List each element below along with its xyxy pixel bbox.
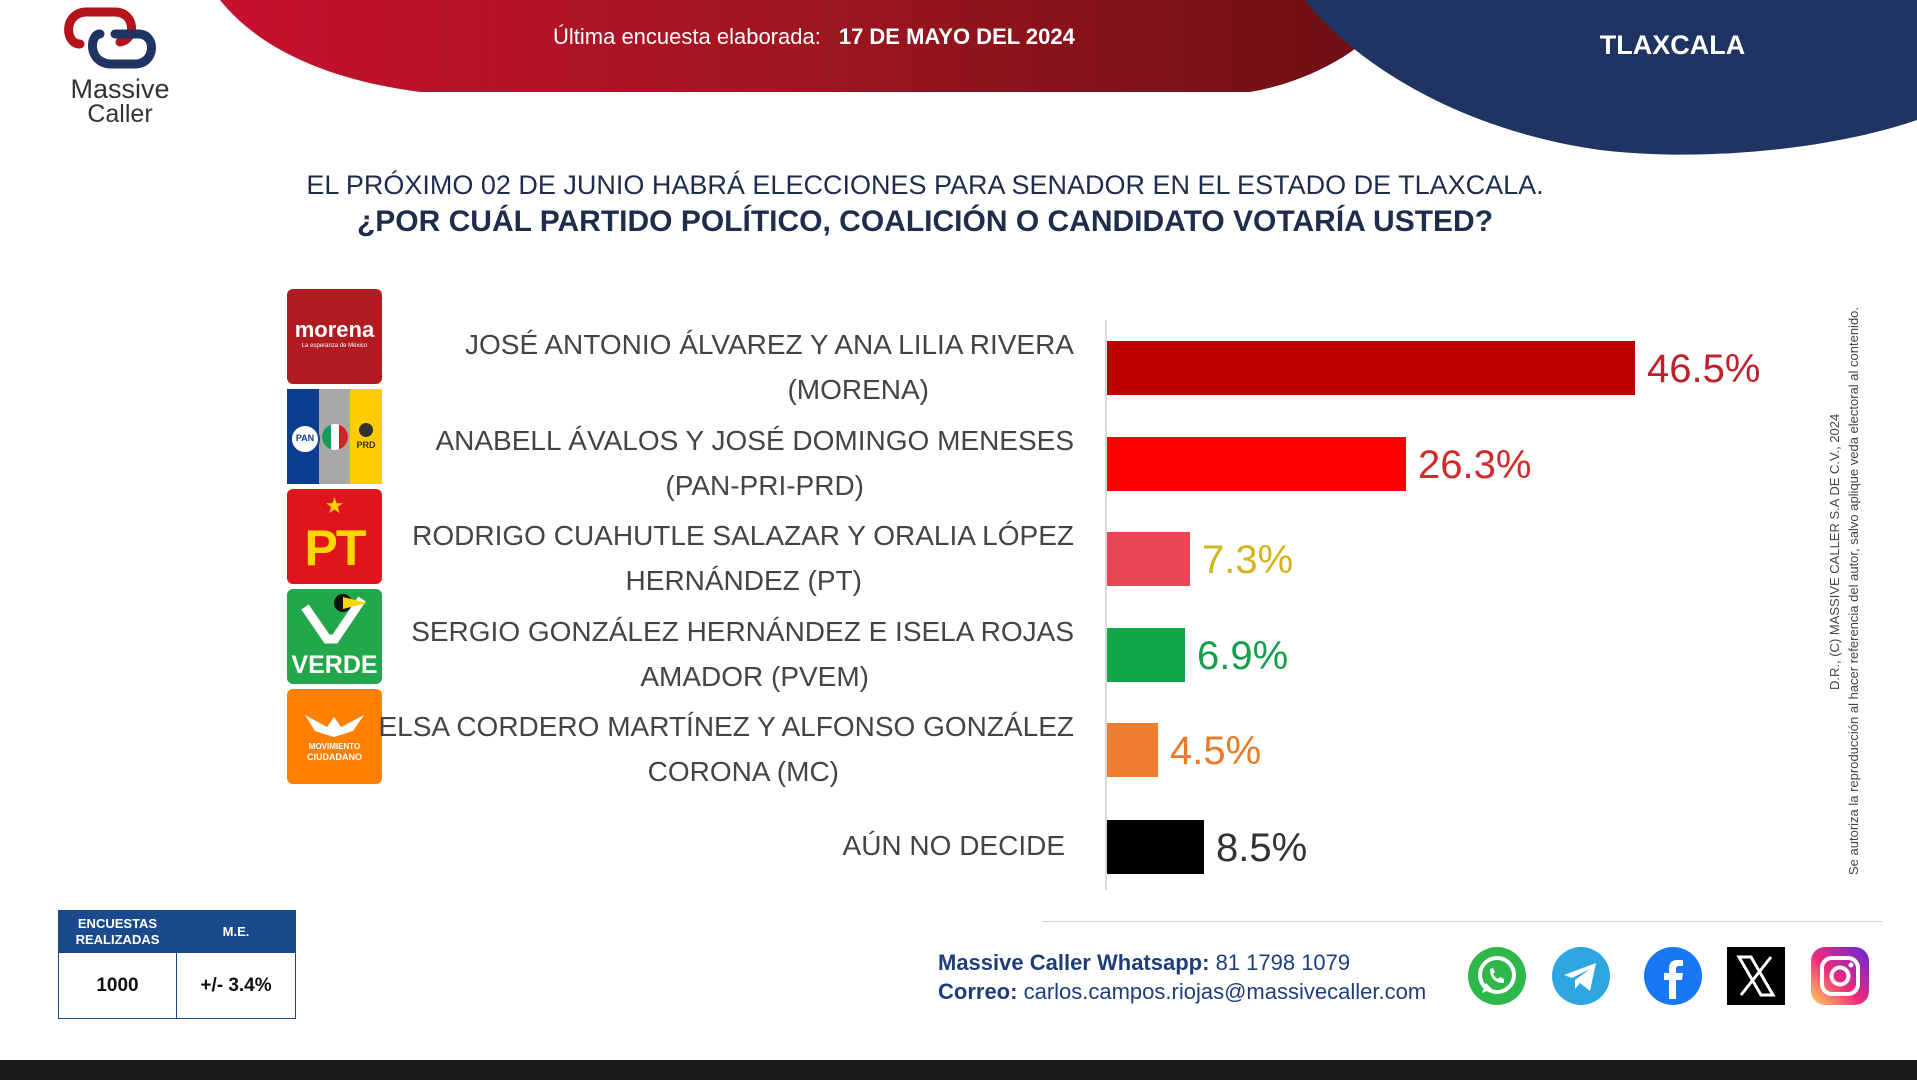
category-label: RODRIGO CUAHUTLE SALAZAR Y ORALIA LÓPEZ … bbox=[412, 520, 1074, 596]
value-label: 4.5% bbox=[1170, 729, 1261, 773]
survey-date: Última encuesta elaborada: 17 DE MAYO DEL… bbox=[553, 24, 1075, 50]
question-title: ¿POR CUÁL PARTIDO POLÍTICO, COALICIÓN O … bbox=[356, 205, 1494, 238]
email-label: Correo: bbox=[938, 979, 1018, 1004]
bar bbox=[1107, 723, 1158, 777]
whatsapp-label: Massive Caller Whatsapp: bbox=[938, 950, 1210, 975]
divider bbox=[1042, 921, 1882, 922]
chart-axis bbox=[1105, 320, 1107, 890]
legal-line2: Se autoriza la reproducción al hacer ref… bbox=[1846, 307, 1861, 875]
value-label: 46.5% bbox=[1647, 347, 1760, 391]
stats-table: ENCUESTAS REALIZADAS M.E. 1000 +/- 3.4% bbox=[58, 910, 296, 1019]
bar bbox=[1107, 628, 1185, 682]
value-label: 7.3% bbox=[1202, 538, 1293, 582]
instagram-icon[interactable] bbox=[1809, 945, 1871, 1007]
bar bbox=[1107, 820, 1204, 874]
margin-error-value: +/- 3.4% bbox=[200, 974, 272, 996]
pvem-logo-text: VERDE bbox=[291, 651, 378, 679]
morena-logo: morena La esperanza de México bbox=[287, 289, 382, 384]
table-divider bbox=[176, 911, 177, 1018]
mc-logo: MOVIMIENTO CIUDADANO bbox=[287, 689, 382, 784]
massive-caller-logo: Massive Caller bbox=[55, 4, 185, 130]
telegram-icon[interactable] bbox=[1550, 945, 1612, 1007]
pan-pri-prd-logo: PAN PRD bbox=[287, 389, 382, 484]
morena-logo-subtext: La esperanza de México bbox=[301, 343, 368, 349]
whatsapp-number[interactable]: 81 1798 1079 bbox=[1215, 950, 1351, 975]
pan-emblem: PAN bbox=[290, 424, 320, 454]
mc-logo-text-1: MOVIMIENTO bbox=[308, 742, 361, 751]
header-banner bbox=[220, 0, 1917, 155]
brand-name-line2: Caller bbox=[87, 100, 153, 128]
category-label: AÚN NO DECIDE bbox=[842, 830, 1065, 861]
value-label: 6.9% bbox=[1197, 634, 1288, 678]
pri-emblem bbox=[322, 424, 348, 450]
email-link[interactable]: carlos.campos.riojas@massivecaller.com bbox=[1023, 979, 1427, 1004]
toucan-icon bbox=[301, 594, 367, 644]
x-icon[interactable] bbox=[1725, 945, 1787, 1007]
bar bbox=[1107, 437, 1406, 491]
category-label: SERGIO GONZÁLEZ HERNÁNDEZ E ISELA ROJAS … bbox=[411, 616, 1074, 692]
pt-logo-text: PT bbox=[304, 520, 367, 576]
survey-date-label: Última encuesta elaborada: bbox=[553, 24, 821, 49]
value-label: 26.3% bbox=[1418, 443, 1531, 487]
mc-logo-text-2: CIUDADANO bbox=[307, 752, 362, 762]
facebook-icon[interactable] bbox=[1642, 945, 1704, 1007]
margin-error-header: M.E. bbox=[177, 911, 295, 953]
pt-logo: ★ PT bbox=[287, 489, 382, 584]
state-name: TLAXCALA bbox=[1599, 30, 1746, 60]
surveys-value: 1000 bbox=[96, 974, 139, 996]
category-label: ANABELL ÁVALOS Y JOSÉ DOMINGO MENESES (P… bbox=[435, 425, 1074, 501]
legal-line1: D.R., (C) MASSIVE CALLER S.A DE C.V., 20… bbox=[1827, 414, 1842, 690]
footer-bar bbox=[0, 1060, 1917, 1080]
whatsapp-icon[interactable] bbox=[1466, 945, 1528, 1007]
email-contact: Correo: carlos.campos.riojas@massivecall… bbox=[938, 979, 1426, 1005]
logo-mark-icon bbox=[64, 7, 156, 69]
brand-name-line1: Massive bbox=[70, 74, 170, 104]
legal-notice: D.R., (C) MASSIVE CALLER S.A DE C.V., 20… bbox=[1827, 307, 1861, 875]
bar bbox=[1107, 532, 1190, 586]
surveys-header: ENCUESTAS REALIZADAS bbox=[59, 911, 176, 953]
eagle-icon bbox=[305, 715, 364, 737]
prd-sun-icon bbox=[359, 423, 373, 437]
pvem-logo: VERDE bbox=[287, 589, 382, 684]
prd-emblem: PRD bbox=[353, 421, 379, 455]
category-label: ELSA CORDERO MARTÍNEZ Y ALFONSO GONZÁLEZ… bbox=[378, 711, 1074, 787]
survey-date-value: 17 DE MAYO DEL 2024 bbox=[838, 24, 1075, 49]
morena-logo-text: morena bbox=[294, 317, 375, 342]
value-label: 8.5% bbox=[1216, 826, 1307, 870]
question-intro: EL PRÓXIMO 02 DE JUNIO HABRÁ ELECCIONES … bbox=[306, 170, 1544, 200]
pt-star-icon: ★ bbox=[324, 493, 345, 518]
category-label: JOSÉ ANTONIO ÁLVAREZ Y ANA LILIA RIVERA … bbox=[465, 329, 1074, 405]
bar bbox=[1107, 341, 1635, 395]
whatsapp-contact: Massive Caller Whatsapp: 81 1798 1079 bbox=[938, 950, 1350, 976]
